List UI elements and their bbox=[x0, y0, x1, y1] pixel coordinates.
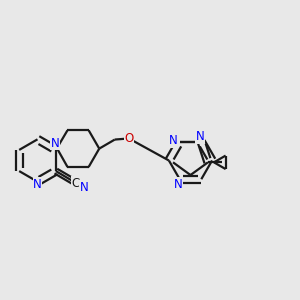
Text: N: N bbox=[51, 137, 60, 150]
Text: N: N bbox=[169, 134, 178, 147]
Text: C: C bbox=[72, 177, 80, 190]
Text: N: N bbox=[196, 130, 205, 143]
Text: N: N bbox=[33, 178, 42, 190]
Text: O: O bbox=[124, 132, 134, 145]
Text: N: N bbox=[174, 178, 183, 190]
Text: N: N bbox=[80, 181, 88, 194]
